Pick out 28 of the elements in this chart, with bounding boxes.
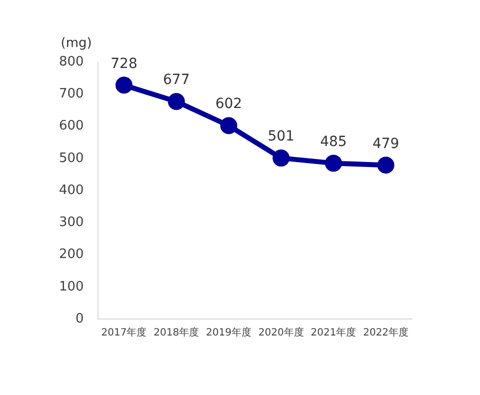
y-tick-label: 700 bbox=[58, 86, 84, 102]
point bbox=[377, 156, 394, 174]
data-label: 479 bbox=[372, 136, 400, 152]
point bbox=[272, 150, 290, 167]
y-tick-label: 300 bbox=[58, 215, 84, 230]
x-tick-label: 2020年度 bbox=[258, 326, 304, 339]
point bbox=[115, 76, 132, 94]
x-tick-label: 2017年度 bbox=[101, 326, 147, 339]
x-tick-label: 2018年度 bbox=[154, 326, 200, 339]
data-label: 677 bbox=[162, 72, 190, 88]
data-label: 501 bbox=[268, 128, 294, 145]
y-tick-label: 100 bbox=[58, 279, 84, 294]
x-tick-label: 2022年度 bbox=[363, 326, 409, 339]
y-tick-label: 400 bbox=[58, 182, 84, 198]
y-tick-label: 500 bbox=[58, 150, 84, 166]
point bbox=[168, 93, 185, 110]
x-tick-label: 2019年度 bbox=[206, 326, 252, 339]
y-axis-title: (mg) bbox=[60, 36, 92, 51]
point bbox=[220, 117, 238, 134]
data-label: 485 bbox=[320, 134, 347, 150]
point bbox=[324, 154, 342, 172]
data-label: 602 bbox=[215, 96, 242, 112]
y-tick-label: 200 bbox=[58, 247, 84, 262]
y-tick-label: 800 bbox=[58, 54, 84, 70]
x-tick-label: 2021年度 bbox=[310, 326, 356, 339]
y-tick-label: 0 bbox=[76, 311, 84, 326]
y-tick-label: 600 bbox=[58, 118, 84, 134]
data-label: 728 bbox=[110, 56, 138, 72]
